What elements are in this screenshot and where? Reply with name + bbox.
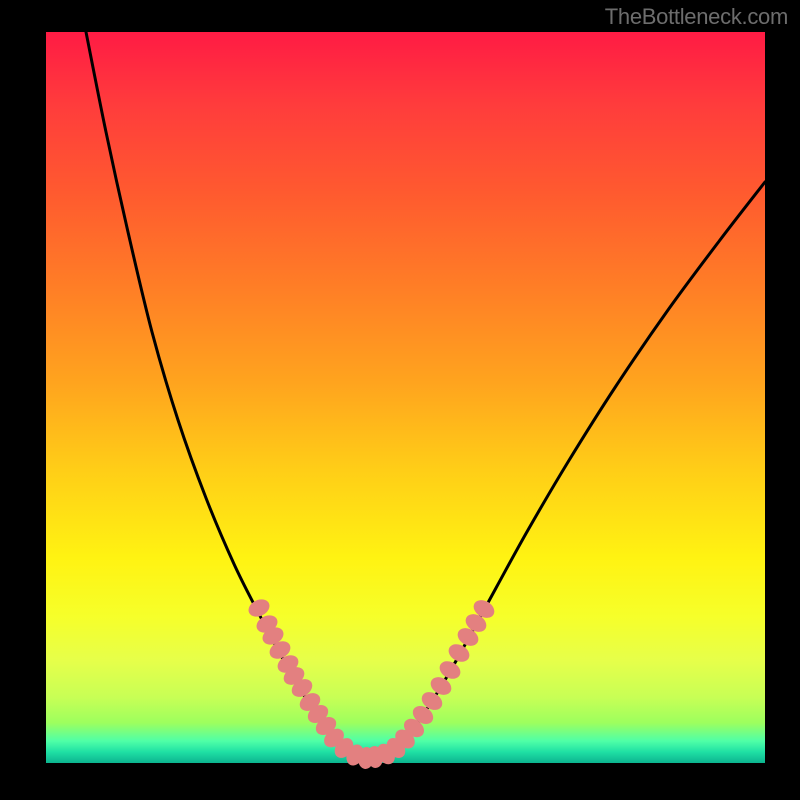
plot-background	[46, 32, 765, 763]
bottleneck-chart	[0, 0, 800, 800]
watermark-text: TheBottleneck.com	[605, 4, 788, 30]
